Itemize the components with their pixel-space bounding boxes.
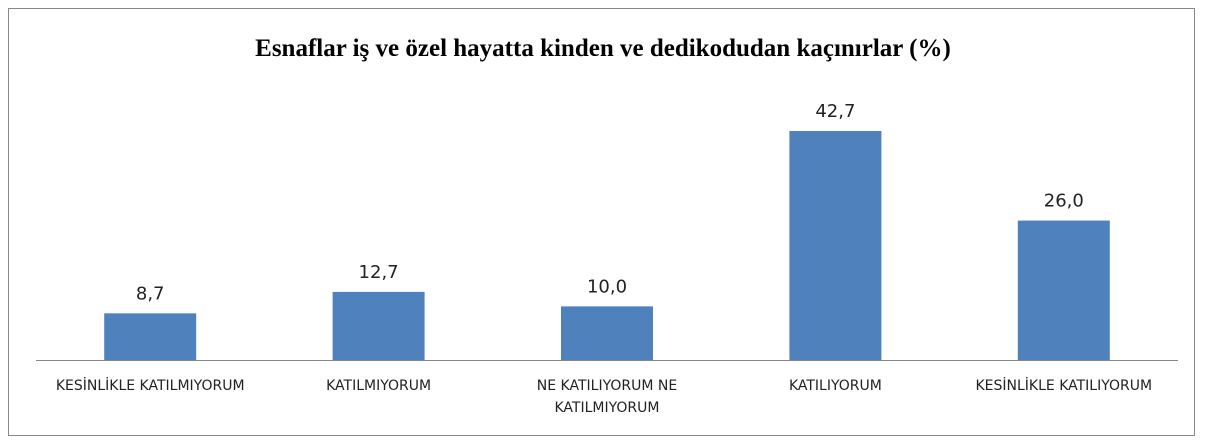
x-tick-label: KESİNLİKLE KATILIYORUM <box>975 378 1153 394</box>
value-label: 10,0 <box>587 276 627 297</box>
bar <box>789 131 882 360</box>
bar <box>561 306 653 360</box>
x-tick-label: KATILMIYORUM <box>326 378 432 394</box>
value-label: 8,7 <box>136 283 165 304</box>
bar <box>332 291 425 360</box>
bar <box>1017 220 1110 360</box>
chart-frame <box>8 8 1195 436</box>
chart-title: Esnaflar iş ve özel hayatta kinden ve de… <box>255 35 951 62</box>
bar <box>104 313 197 360</box>
x-tick-label: KESİNLİKLE KATILMIYORUM <box>55 378 245 394</box>
value-label: 42,7 <box>815 101 855 122</box>
value-label: 12,7 <box>359 262 399 283</box>
value-label: 26,0 <box>1044 191 1084 212</box>
x-tick-label: NE KATILIYORUM NE KATILMIYORUM <box>536 378 678 416</box>
x-tick-label: KATILIYORUM <box>788 378 882 394</box>
